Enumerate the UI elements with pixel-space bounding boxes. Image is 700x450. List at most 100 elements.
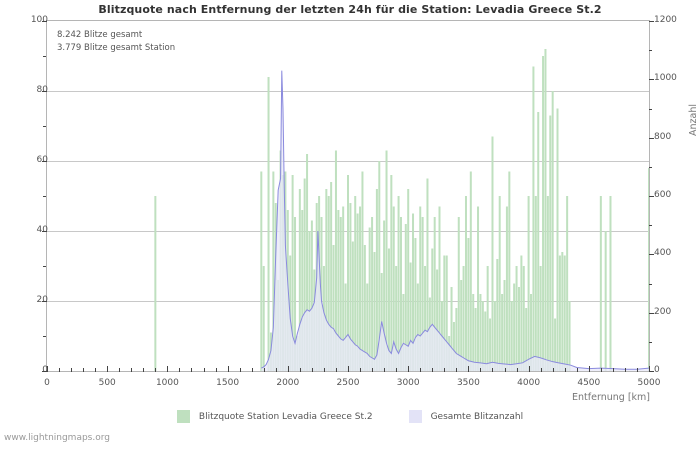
bar: [371, 217, 374, 371]
y-minor-tick-right: [649, 166, 652, 168]
x-minor-tick: [372, 368, 374, 372]
watermark: www.lightningmaps.org: [4, 433, 110, 443]
legend-label: Blitzquote Station Levadia Greece St.2: [198, 411, 373, 422]
x-tick-label: 3000: [396, 378, 420, 388]
x-tick: [287, 366, 289, 372]
bar: [474, 308, 477, 371]
y-minor-tick-right: [649, 108, 652, 110]
x-minor-tick: [480, 368, 482, 372]
x-tick-label: 500: [98, 378, 116, 388]
bar: [450, 287, 453, 371]
bar: [537, 112, 540, 371]
y-tick-label-left: 60: [36, 155, 48, 165]
series-canvas: [154, 49, 649, 371]
x-minor-tick: [552, 368, 554, 372]
bar: [561, 252, 564, 371]
y-minor-tick-right: [649, 341, 652, 343]
bar: [342, 206, 345, 371]
bar: [399, 217, 402, 371]
bar: [303, 178, 306, 371]
x-minor-tick: [59, 368, 61, 372]
y-tick-right: [649, 254, 654, 256]
bar: [472, 294, 475, 371]
bar: [498, 196, 501, 371]
bar: [501, 294, 504, 371]
bar: [361, 171, 364, 371]
gridline: [47, 91, 649, 92]
x-tick-label: 2000: [276, 378, 300, 388]
x-tick-label: 2500: [336, 378, 360, 388]
bar: [496, 259, 499, 371]
bar: [481, 301, 484, 371]
bar: [503, 280, 506, 371]
bar: [477, 206, 480, 371]
bar: [544, 49, 547, 371]
bar: [520, 255, 523, 371]
legend-swatch: [176, 410, 190, 423]
legend-item[interactable]: Blitzquote Station Levadia Greece St.2: [176, 410, 373, 423]
bar: [397, 196, 400, 371]
bar: [604, 231, 607, 371]
bar: [368, 227, 371, 371]
bar: [491, 136, 494, 371]
x-minor-tick: [275, 368, 277, 372]
x-minor-tick: [420, 368, 422, 372]
x-minor-tick: [576, 368, 578, 372]
x-minor-tick: [203, 368, 205, 372]
y-tick-left: [42, 91, 47, 92]
x-minor-tick: [299, 368, 301, 372]
x-tick: [227, 366, 229, 372]
legend-item[interactable]: Gesamte Blitzanzahl: [408, 410, 523, 423]
x-minor-tick: [119, 368, 121, 372]
bar: [505, 206, 508, 371]
y-tick-left: [42, 301, 47, 302]
bar: [294, 217, 297, 371]
total-strokes-all: 8.242 Blitze gesamt: [57, 30, 143, 40]
x-minor-tick: [360, 368, 362, 372]
bar: [419, 206, 422, 371]
x-tick: [348, 366, 349, 372]
bar: [513, 283, 516, 371]
y-tick-label-right: 0: [654, 365, 660, 375]
bar: [479, 294, 482, 371]
bar: [534, 196, 537, 371]
legend: Blitzquote Station Levadia Greece St.2 Ge…: [0, 410, 700, 423]
bar: [344, 283, 347, 371]
y-tick-right: [649, 21, 654, 22]
x-minor-tick: [384, 368, 386, 372]
y-tick-left: [42, 231, 47, 232]
x-tick-label: 4000: [517, 378, 541, 388]
bar: [310, 220, 313, 371]
x-tick-label: 5000: [637, 378, 661, 388]
y-tick-label-left: 20: [36, 295, 48, 305]
y-tick-label-left: 0: [42, 365, 48, 375]
y-tick-label-right: 800: [654, 131, 672, 142]
bar: [445, 255, 448, 371]
total-strokes-station: 3.779 Blitze gesamt Station: [57, 43, 176, 53]
bar: [443, 255, 446, 371]
y-tick-label-right: 400: [654, 248, 672, 259]
bar: [438, 206, 441, 371]
bar: [517, 287, 520, 371]
bar: [469, 171, 472, 371]
bar: [339, 217, 342, 371]
y-minor-tick-left: [43, 56, 46, 57]
bar: [493, 301, 496, 371]
bar: [154, 196, 157, 371]
bar: [546, 196, 549, 371]
bar: [532, 66, 535, 371]
bar: [404, 224, 407, 371]
x-minor-tick: [251, 368, 253, 372]
y-minor-tick-right: [649, 50, 652, 52]
bar: [349, 203, 352, 371]
y-tick-label-left: 40: [36, 225, 48, 235]
x-minor-tick: [564, 368, 566, 372]
x-tick: [649, 366, 650, 372]
y-minor-tick-right: [649, 225, 652, 227]
x-tick-label: 4500: [577, 378, 601, 388]
plot-area: 8.242 Blitze gesamt 3.779 Blitze gesamt …: [46, 20, 650, 372]
bar: [599, 196, 602, 371]
bar: [549, 115, 552, 371]
bar: [378, 161, 381, 371]
